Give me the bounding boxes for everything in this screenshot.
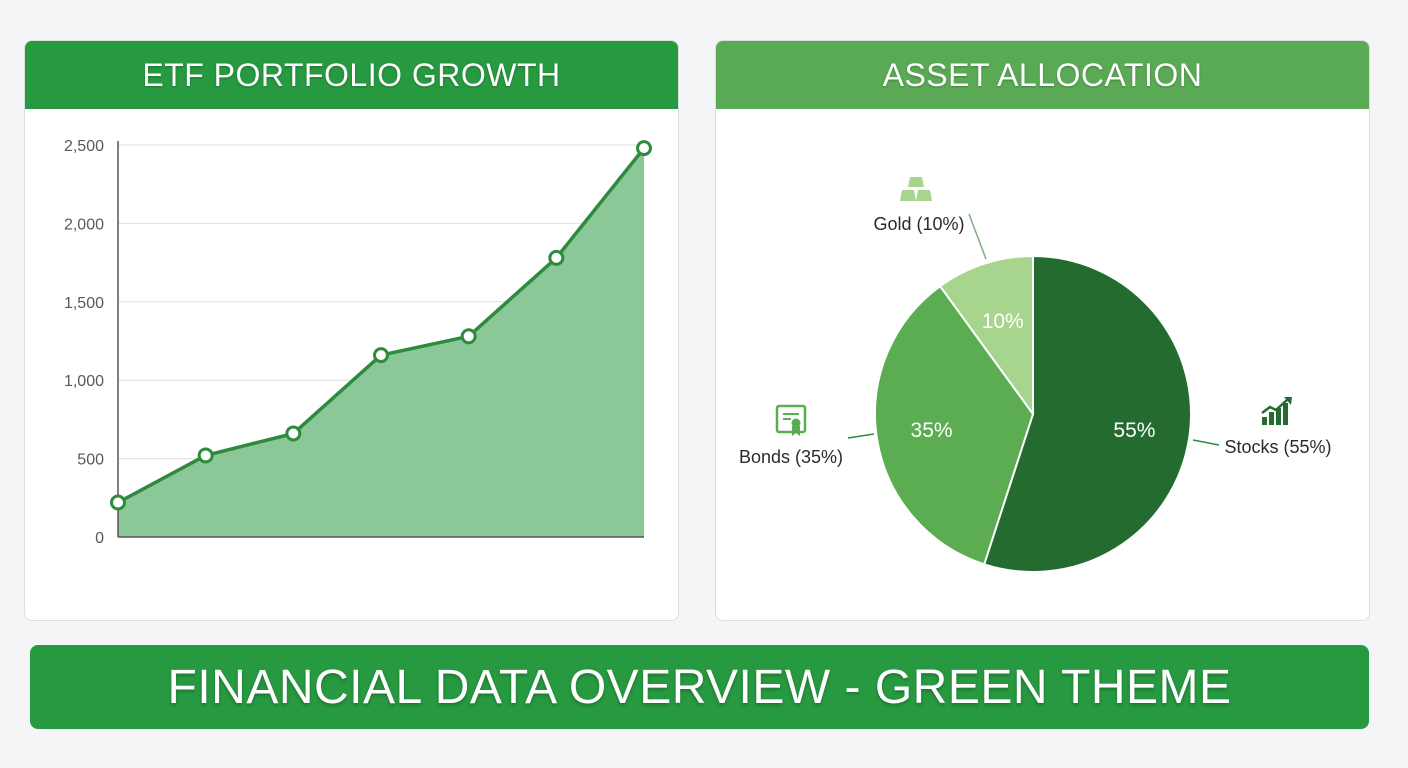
y-tick-label: 0 (95, 530, 104, 547)
y-tick-label: 1,500 (64, 295, 104, 312)
callout-label: Stocks (55%) (1224, 437, 1331, 457)
pie-slice (939, 255, 1034, 415)
data-point (460, 328, 477, 345)
gold-bars-icon (900, 177, 932, 201)
callout-label: Bonds (35%) (739, 447, 843, 467)
area-fill (118, 148, 644, 538)
y-tick-label: 500 (77, 452, 104, 469)
data-point (197, 447, 214, 464)
slice-percent-label: 35% (911, 419, 953, 442)
pie-slice (874, 285, 1034, 566)
allocation-title: ASSET ALLOCATION (716, 41, 1369, 109)
data-point (373, 347, 389, 364)
y-tick-label: 1,000 (64, 373, 104, 390)
slice-percent-label: 55% (1113, 419, 1155, 442)
footer-banner: FINANCIAL DATA OVERVIEW - GREEN THEME (30, 645, 1369, 729)
allocation-pie-chart: 55% 35% 10% Stocks (55%) Bonds (35%) Gold (10… (739, 177, 1332, 573)
leader-line (847, 433, 875, 439)
slice-percent-label: 10% (982, 310, 1024, 333)
y-tick-label: 2,500 (64, 138, 104, 155)
leader-line (1192, 439, 1220, 446)
growth-title: ETF PORTFOLIO GROWTH (25, 41, 678, 109)
certificate-icon (775, 404, 807, 436)
allocation-panel: ASSET ALLOCATION 55% 35% 10% Stocks (55%) Bo… (715, 40, 1370, 621)
data-point (548, 249, 565, 266)
growth-area-chart: 0 500 1,000 1,500 2,000 2,500 (64, 138, 652, 547)
data-point (636, 140, 652, 157)
pie-slice (983, 255, 1192, 573)
data-point (285, 425, 302, 442)
callout-label: Gold (10%) (873, 214, 964, 234)
y-tick-label: 2,000 (64, 216, 104, 233)
growth-panel: ETF PORTFOLIO GROWTH 0 500 1,000 1,500 2,000… (24, 40, 679, 621)
data-point (110, 494, 126, 511)
leader-line (968, 213, 987, 260)
growth-chart-icon (1261, 397, 1292, 425)
